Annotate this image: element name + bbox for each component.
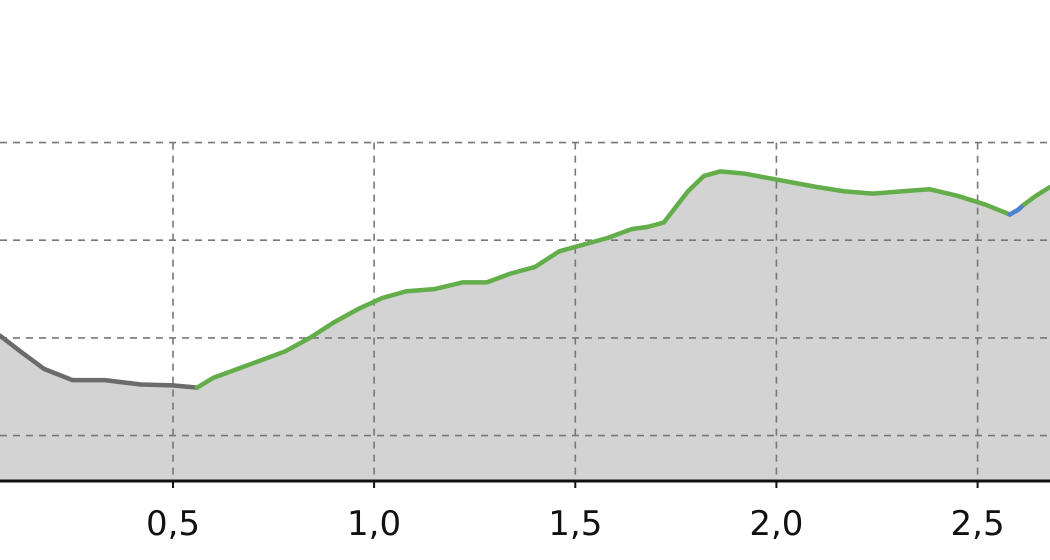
elevation-area-fill (0, 171, 1050, 480)
profile-line-segment-1 (0, 333, 200, 390)
profile-line-segment-3 (1007, 202, 1027, 217)
x-tick-label: 2,5 (951, 504, 1005, 544)
x-tick-label: 0,5 (146, 504, 200, 544)
x-tick-label: 2,0 (749, 504, 803, 544)
profile-line-segment-2 (194, 169, 1013, 390)
x-tick-label: 1,5 (548, 504, 602, 544)
profile-line-segment-4 (1021, 184, 1050, 207)
x-tick-label: 1,0 (347, 504, 401, 544)
